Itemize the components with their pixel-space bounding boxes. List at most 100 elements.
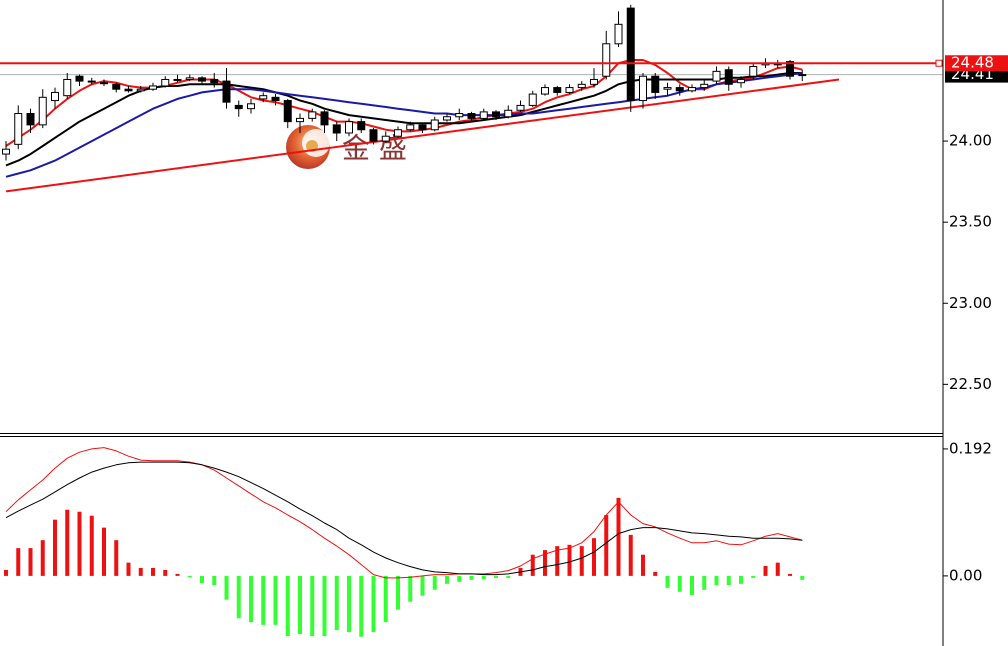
candle-body <box>308 111 317 119</box>
histogram-bar <box>89 515 94 576</box>
candle-body <box>528 93 537 106</box>
histogram-bar <box>359 575 364 637</box>
candle-body <box>516 104 525 111</box>
candle-body <box>124 88 133 92</box>
histogram-bar <box>481 575 486 580</box>
candle-body <box>173 78 182 81</box>
histogram-bar <box>665 575 670 588</box>
candle-body <box>296 117 304 123</box>
histogram-bar <box>102 527 106 576</box>
histogram-bar <box>212 575 217 586</box>
histogram-bar <box>261 575 266 625</box>
candle-body <box>283 100 292 123</box>
candle-body <box>271 96 280 102</box>
histogram-bar <box>702 575 707 590</box>
histogram-bar <box>347 575 351 633</box>
candle-body <box>737 78 745 84</box>
histogram-bar <box>714 575 719 586</box>
histogram-bar <box>53 519 57 576</box>
candle-body <box>234 104 243 110</box>
indicator-line <box>5 72 803 167</box>
histogram-bar <box>151 567 155 576</box>
histogram-bar <box>383 575 388 623</box>
candle-body <box>639 75 647 102</box>
candle-body <box>100 82 108 85</box>
histogram-bar <box>175 573 180 576</box>
candle-body <box>418 124 427 131</box>
histogram-bar <box>28 548 33 576</box>
candle-body <box>541 87 549 95</box>
candle-body <box>712 70 721 82</box>
histogram-bar <box>187 575 192 578</box>
histogram-bar <box>432 575 437 590</box>
candle-body <box>332 124 341 134</box>
price-pane <box>0 4 943 193</box>
histogram-bar <box>334 575 339 631</box>
histogram-bar <box>65 509 70 576</box>
candle-body <box>381 135 390 142</box>
candle-body <box>786 61 794 77</box>
histogram-bar <box>310 575 315 637</box>
candle-body <box>602 43 611 77</box>
candle-body <box>149 85 157 90</box>
histogram-bar <box>604 515 609 576</box>
histogram-bar <box>420 575 425 596</box>
candle-body <box>565 87 574 93</box>
histogram-bar <box>726 575 731 586</box>
candle-body <box>724 69 733 85</box>
candle-body <box>259 95 268 100</box>
histogram-bar <box>408 575 413 602</box>
candle-body <box>320 111 329 126</box>
histogram-bar <box>628 534 633 576</box>
candle-body <box>198 77 206 82</box>
histogram-bar <box>200 575 204 584</box>
histogram-bar <box>163 569 168 576</box>
candle-body <box>112 83 121 90</box>
y-tick-label: 23.50 <box>949 213 992 231</box>
candle-body <box>479 111 488 119</box>
candle-body <box>406 124 415 131</box>
candle-body <box>210 78 219 84</box>
candle-body <box>161 78 170 87</box>
candle-body <box>675 87 684 92</box>
hline-tag <box>945 55 1008 72</box>
candle-body <box>222 80 231 103</box>
candle-body <box>553 87 562 93</box>
candle-body <box>357 121 366 131</box>
histogram-bar <box>4 569 8 576</box>
y-tick-label: 22.50 <box>949 375 992 393</box>
candle-body <box>626 7 635 102</box>
histogram-bar <box>641 554 645 576</box>
histogram-bar <box>555 546 560 576</box>
candle-body <box>247 103 255 110</box>
histogram-bar <box>800 575 805 580</box>
candle-body <box>663 87 672 90</box>
histogram-bar <box>543 550 547 576</box>
candle-body <box>345 121 353 134</box>
candle-body <box>614 23 623 45</box>
histogram-bar <box>77 511 82 576</box>
candle-body <box>26 113 35 126</box>
candle-body <box>651 75 660 93</box>
candle-body <box>369 129 378 142</box>
candle-body <box>430 119 439 131</box>
candle-body <box>87 80 96 83</box>
histogram-bar <box>114 540 119 576</box>
candle-body <box>185 77 194 80</box>
candle-body <box>467 113 476 119</box>
candle-body <box>2 148 10 155</box>
histogram-bar <box>249 575 253 623</box>
histogram-bar <box>396 575 400 610</box>
histogram-bar <box>616 497 621 576</box>
macd-pane <box>4 447 805 637</box>
candle-body <box>63 78 72 97</box>
histogram-bar <box>16 548 21 576</box>
histogram-bar <box>445 575 449 584</box>
hline-label: 24.48 <box>951 54 994 72</box>
histogram-bar <box>567 544 572 576</box>
y-tick-label: 0.00 <box>949 566 982 584</box>
trend-line <box>5 78 840 193</box>
histogram-bar <box>739 575 743 584</box>
histogram-bar <box>371 575 376 633</box>
